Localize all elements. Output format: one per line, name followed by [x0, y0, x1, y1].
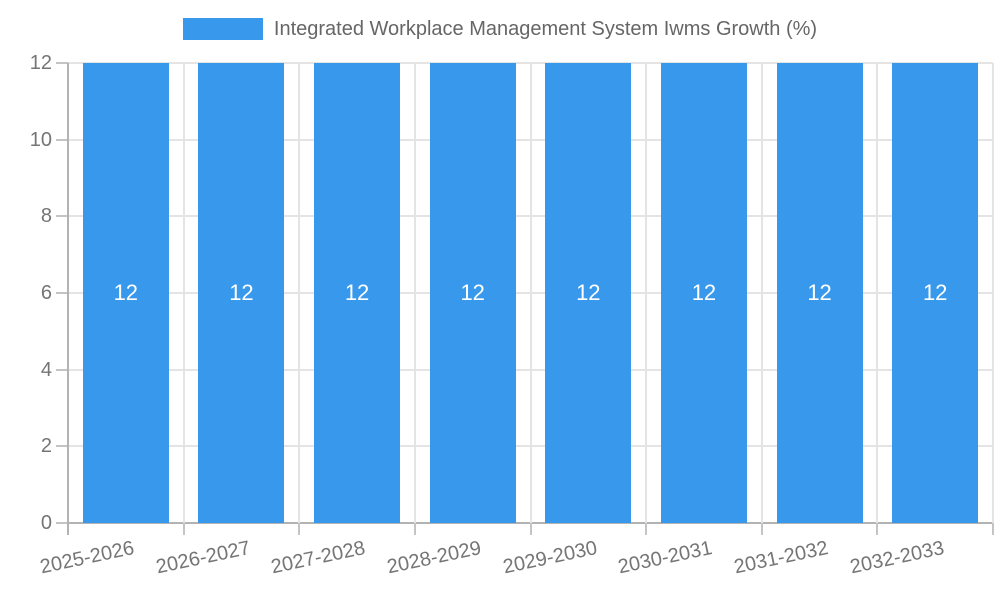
- bar: [545, 63, 632, 523]
- x-tick-label: 2030-2031: [616, 537, 715, 579]
- x-axis-tick: [645, 523, 648, 535]
- gridline-vertical: [645, 63, 648, 523]
- legend-label: Integrated Workplace Management System I…: [273, 18, 818, 40]
- bar: [314, 63, 401, 523]
- y-axis-tick: [56, 445, 68, 448]
- gridline-vertical: [413, 63, 416, 523]
- bar-value-label: 12: [113, 280, 139, 305]
- y-tick-label: 6: [40, 282, 52, 304]
- x-axis-tick: [876, 523, 879, 535]
- y-axis-line: [67, 63, 69, 535]
- chart-legend: Integrated Workplace Management System I…: [0, 17, 1000, 41]
- y-axis-tick: [56, 138, 68, 141]
- y-axis-tick: [56, 215, 68, 218]
- y-axis-tick: [56, 368, 68, 371]
- y-axis-tick: [56, 522, 68, 524]
- gridline-vertical: [182, 63, 185, 523]
- x-axis-tick: [529, 523, 532, 535]
- bar: [776, 63, 863, 523]
- y-axis-tick: [56, 292, 68, 294]
- bar: [660, 63, 747, 523]
- bar-value-label: 12: [229, 280, 254, 305]
- y-tick-label: 10: [29, 128, 52, 151]
- y-tick-label: 4: [40, 358, 52, 381]
- x-tick-label: 2032-2033: [847, 537, 946, 579]
- x-axis-tick: [992, 523, 994, 535]
- bar: [82, 63, 169, 523]
- x-tick-label: 2026-2027: [153, 537, 253, 579]
- x-axis-tick: [413, 523, 416, 535]
- gridline-vertical: [876, 63, 879, 523]
- y-axis-tick: [56, 62, 68, 64]
- y-tick-label: 12: [29, 52, 52, 74]
- bar-value-label: 12: [691, 280, 717, 305]
- legend-swatch-icon: [182, 18, 263, 40]
- bar-value-label: 12: [922, 280, 948, 305]
- x-axis-tick: [298, 523, 301, 535]
- x-tick-label: 2027-2028: [269, 537, 368, 579]
- x-axis-tick: [182, 523, 185, 535]
- y-tick-label: 2: [40, 435, 52, 458]
- gridline-vertical: [298, 63, 301, 523]
- x-tick-label: 2028-2029: [385, 537, 484, 579]
- x-tick-label: 2025-2026: [38, 537, 137, 579]
- bar-value-label: 12: [344, 280, 370, 305]
- bar-value-label: 12: [576, 280, 601, 305]
- bar: [892, 63, 979, 523]
- x-tick-label: 2029-2030: [500, 537, 599, 579]
- bar-value-label: 12: [460, 280, 485, 305]
- y-tick-label: 0: [40, 512, 52, 534]
- gridline-vertical: [992, 63, 994, 523]
- gridline-vertical: [529, 63, 532, 523]
- plot-area: 0 2 4 6 8 10 12 12 2025-2026 12 2026-2027 12 2027-20…: [30, 52, 994, 578]
- gridline-vertical: [760, 63, 763, 523]
- bar: [429, 63, 516, 523]
- bar-value-label: 12: [807, 280, 832, 305]
- y-tick-label: 8: [40, 205, 52, 228]
- bar: [198, 63, 285, 523]
- x-tick-label: 2031-2032: [731, 537, 831, 579]
- x-axis-tick: [760, 523, 763, 535]
